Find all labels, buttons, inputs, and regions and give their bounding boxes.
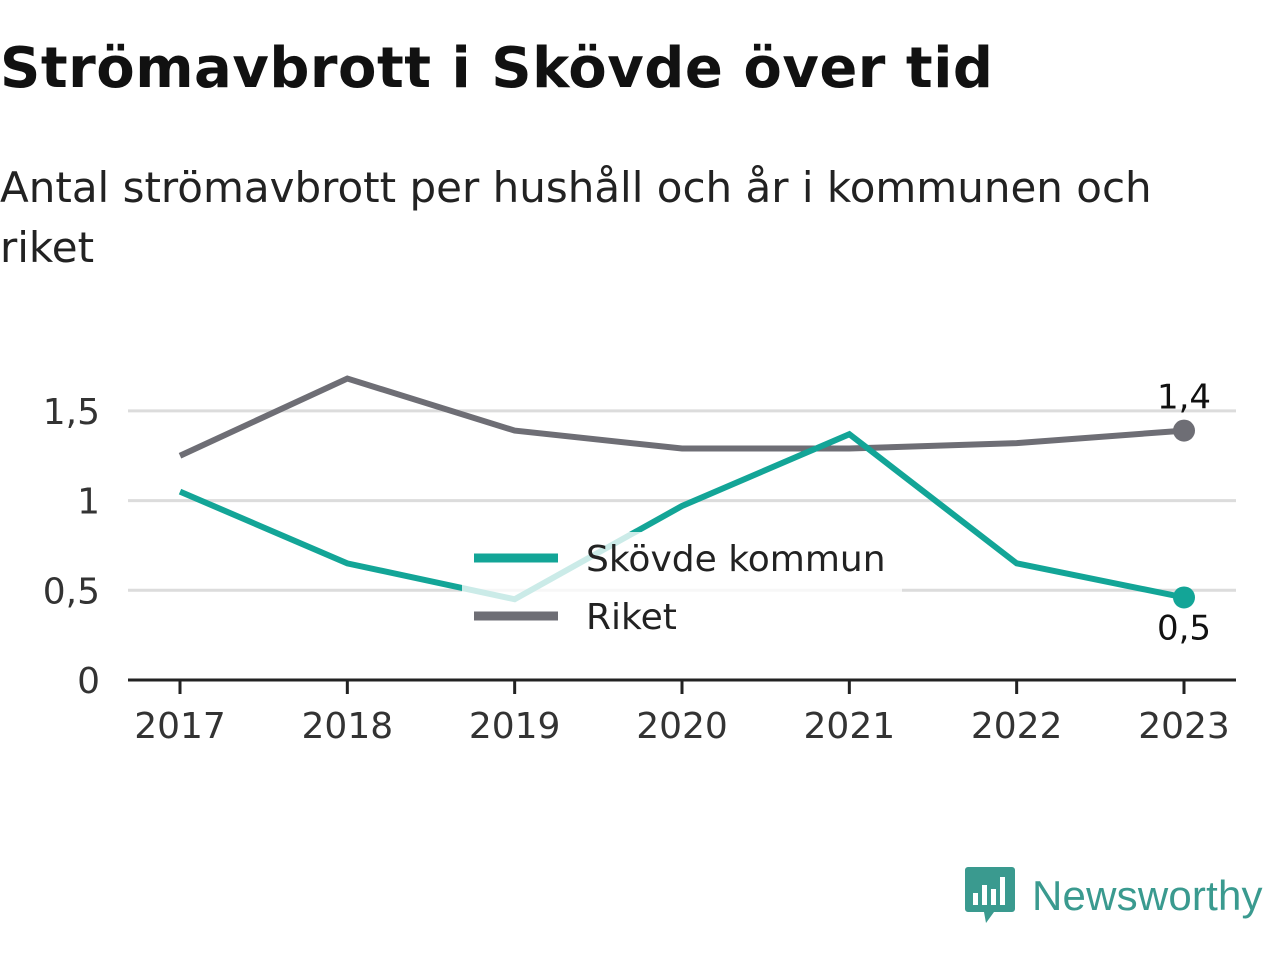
brand-name: Newsworthy <box>1032 872 1263 919</box>
legend-background <box>462 532 902 650</box>
end-labels: 0,5 1,4 <box>1157 378 1211 649</box>
end-point-marker <box>1173 586 1195 609</box>
chart-title: Strömavbrott i Skövde över tid <box>0 36 994 101</box>
legend-label: Riket <box>586 597 677 638</box>
x-tick-label: 2023 <box>1138 706 1230 747</box>
end-value-label: 1,4 <box>1157 378 1211 418</box>
chart-subtitle: Antal strömavbrott per hushåll och år i … <box>0 163 1152 272</box>
x-tick-label: 2020 <box>636 706 728 747</box>
y-tick-label: 1 <box>77 482 100 523</box>
y-tick-label: 1,5 <box>43 392 100 433</box>
end-value-label: 0,5 <box>1157 608 1211 648</box>
x-tick-label: 2021 <box>804 706 896 747</box>
newsworthy-logo-icon <box>965 867 1015 923</box>
legend: Skövde kommun Riket <box>462 532 902 650</box>
y-tick-label: 0,5 <box>43 571 100 612</box>
x-tick-label: 2017 <box>134 706 226 747</box>
legend-label: Skövde kommun <box>586 539 886 580</box>
x-tick-label: 2018 <box>302 706 394 747</box>
x-tick-label: 2019 <box>469 706 561 747</box>
series-lines <box>178 375 1185 603</box>
x-tick-label: 2022 <box>971 706 1063 747</box>
series-line-riket <box>178 375 1185 459</box>
y-tick-label: 0 <box>77 661 100 702</box>
newsworthy-logo: Newsworthy <box>964 864 1263 928</box>
series-line-skövde-kommun <box>178 430 1185 603</box>
axes: 0 0,5 1 1,5 2017 2018 2019 2020 2021 2022 2023 <box>43 392 1236 747</box>
end-point-marker <box>1173 419 1195 442</box>
